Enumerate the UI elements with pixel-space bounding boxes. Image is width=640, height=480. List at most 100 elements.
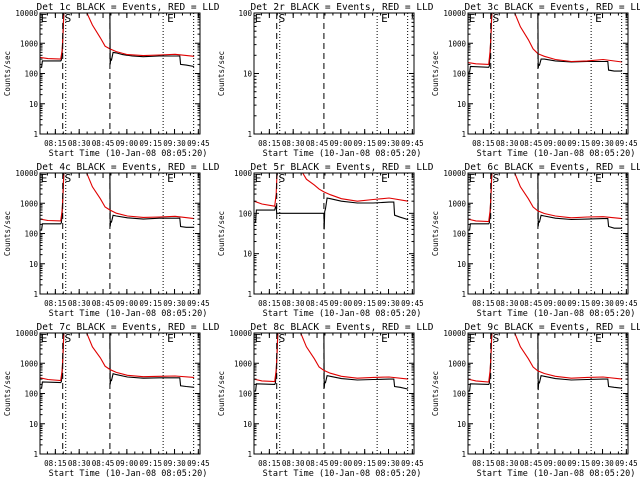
lld-series-line — [40, 13, 195, 60]
y-tick-label: 100 — [452, 70, 466, 79]
x-axis-label: Start Time (10-Jan-08 08:05:20) — [263, 469, 422, 479]
event-marker-label: S — [279, 332, 286, 345]
event-marker-label: E — [255, 12, 262, 25]
y-axis-label: Counts/sec — [3, 51, 12, 96]
y-tick-label: 10000 — [15, 329, 38, 338]
x-tick-label: 08:45 — [92, 139, 115, 148]
y-tick-label: 1000 — [448, 39, 467, 48]
x-tick-label: 09:30 — [163, 299, 186, 308]
x-axis-label: Start Time (10-Jan-08 08:05:20) — [263, 309, 422, 319]
y-axis-label: Counts/sec — [431, 51, 440, 96]
x-tick-label: 09:15 — [567, 139, 590, 148]
x-tick-label: 08:45 — [520, 459, 543, 468]
x-tick-label: 08:15 — [472, 459, 495, 468]
events-series-line — [468, 173, 623, 231]
events-series-line — [468, 13, 623, 73]
y-tick-label: 100 — [24, 70, 38, 79]
x-tick-label: 08:30 — [68, 139, 91, 148]
plot-area — [468, 333, 623, 392]
panel-title: Det 2r BLACK = Events, RED = LLD — [250, 2, 433, 13]
y-tick-label: 10 — [29, 100, 39, 109]
panel-title: Det 7c BLACK = Events, RED = LLD — [36, 322, 219, 333]
x-tick-label: 09:45 — [187, 299, 210, 308]
x-tick-label: 09:15 — [567, 459, 590, 468]
y-tick-label: 10 — [457, 260, 467, 269]
event-marker-label: E — [469, 332, 476, 345]
y-axis-label: Counts/sec — [217, 211, 226, 256]
x-tick-label: 09:00 — [330, 459, 353, 468]
lld-series-line — [468, 173, 623, 223]
y-tick-label: 100 — [452, 390, 466, 399]
y-tick-label: 10 — [243, 70, 253, 79]
y-tick-label: 1 — [247, 130, 252, 139]
y-tick-label: 10 — [29, 420, 39, 429]
panel-title: Det 1c BLACK = Events, RED = LLD — [36, 2, 219, 13]
y-axis-label: Counts/sec — [217, 371, 226, 416]
y-tick-label: 10 — [29, 260, 39, 269]
x-tick-label: 08:15 — [258, 139, 281, 148]
x-tick-label: 09:00 — [544, 299, 567, 308]
y-tick-label: 100 — [238, 9, 252, 18]
event-marker-label: S — [493, 332, 500, 345]
x-tick-label: 09:45 — [401, 459, 424, 468]
x-axis-label: Start Time (10-Jan-08 08:05:20) — [477, 309, 636, 319]
y-tick-label: 1 — [247, 290, 252, 299]
event-marker-label: E — [41, 332, 48, 345]
y-axis-label: Counts/sec — [3, 371, 12, 416]
plot-area — [254, 333, 409, 392]
lld-series-line — [254, 173, 409, 207]
x-axis-label: Start Time (10-Jan-08 08:05:20) — [263, 149, 422, 159]
event-marker-label: E — [469, 172, 476, 185]
x-tick-label: 09:15 — [353, 139, 376, 148]
y-tick-label: 100 — [238, 209, 252, 218]
panel-title: Det 8c BLACK = Events, RED = LLD — [250, 322, 433, 333]
event-marker-label: E — [381, 332, 388, 345]
events-series-line — [254, 197, 409, 230]
panel-title: Det 9c BLACK = Events, RED = LLD — [464, 322, 640, 333]
x-axis-label: Start Time (10-Jan-08 08:05:20) — [49, 309, 208, 319]
x-tick-label: 08:30 — [282, 299, 305, 308]
x-tick-label: 09:45 — [401, 139, 424, 148]
x-tick-label: 09:00 — [116, 459, 139, 468]
x-tick-label: 09:30 — [591, 139, 614, 148]
x-tick-label: 08:30 — [496, 459, 519, 468]
y-tick-label: 100 — [238, 390, 252, 399]
panel-title: Det 3c BLACK = Events, RED = LLD — [464, 2, 640, 13]
x-tick-label: 09:45 — [187, 459, 210, 468]
event-marker-label: S — [493, 172, 500, 185]
y-axis-label: Counts/sec — [431, 211, 440, 256]
event-marker-label: E — [595, 12, 602, 25]
y-tick-label: 10 — [457, 100, 467, 109]
panel-title: Det 4c BLACK = Events, RED = LLD — [36, 162, 219, 173]
x-tick-label: 09:30 — [377, 459, 400, 468]
x-tick-label: 09:00 — [116, 139, 139, 148]
x-tick-label: 08:15 — [258, 299, 281, 308]
x-axis-label: Start Time (10-Jan-08 08:05:20) — [49, 149, 208, 159]
y-tick-label: 10000 — [15, 9, 38, 18]
y-tick-label: 10000 — [443, 9, 466, 18]
y-tick-label: 1000 — [234, 169, 253, 178]
plot-area — [468, 13, 623, 73]
x-tick-label: 09:45 — [615, 299, 638, 308]
plot-frame — [253, 172, 415, 295]
x-tick-label: 09:30 — [377, 139, 400, 148]
x-tick-label: 09:30 — [591, 299, 614, 308]
panel-title: Det 5r BLACK = Events, RED = LLD — [250, 162, 433, 173]
x-tick-label: 09:00 — [330, 139, 353, 148]
event-marker-label: E — [167, 12, 174, 25]
event-marker-label: S — [493, 12, 500, 25]
x-tick-label: 08:45 — [306, 459, 329, 468]
event-marker-label: E — [167, 172, 174, 185]
x-tick-label: 08:45 — [92, 299, 115, 308]
lld-series-line — [40, 173, 195, 222]
x-tick-label: 09:00 — [544, 139, 567, 148]
y-tick-label: 1000 — [448, 359, 467, 368]
x-tick-label: 08:45 — [92, 459, 115, 468]
x-tick-label: 09:30 — [163, 139, 186, 148]
y-tick-label: 1 — [461, 290, 466, 299]
